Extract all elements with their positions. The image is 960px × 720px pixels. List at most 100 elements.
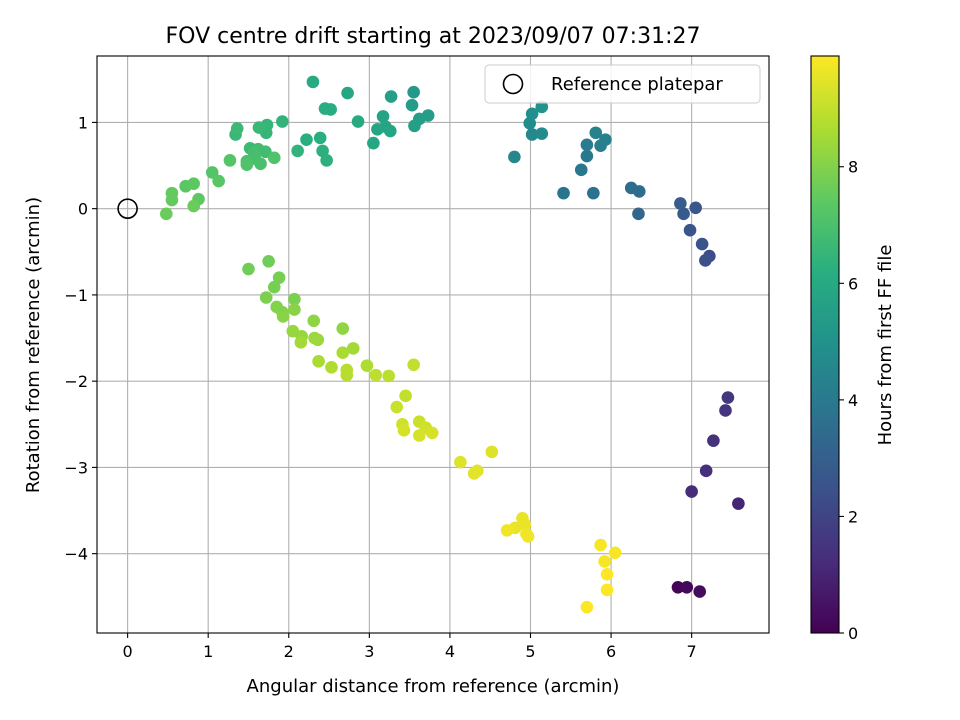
y-axis-label: Rotation from reference (arcmin) — [23, 197, 44, 493]
data-point — [407, 85, 420, 99]
data-point — [300, 133, 313, 146]
data-point — [695, 237, 709, 251]
data-point — [523, 116, 536, 130]
data-point — [384, 90, 398, 103]
data-point — [316, 144, 329, 158]
data-point — [535, 100, 549, 114]
colorbar-tick-label: 4 — [848, 391, 858, 410]
data-point — [624, 181, 638, 195]
data-point — [371, 123, 384, 136]
legend-marker — [502, 73, 524, 95]
data-point — [608, 546, 622, 560]
data-point — [589, 126, 603, 140]
data-point — [580, 600, 594, 614]
x-axis-label: Angular distance from reference (arcmin) — [247, 676, 620, 697]
data-points — [159, 75, 745, 614]
data-point — [376, 110, 390, 123]
data-point — [390, 400, 404, 414]
data-point — [557, 186, 570, 200]
legend: Reference platepar — [484, 64, 761, 104]
data-point — [267, 280, 281, 294]
data-point — [383, 124, 397, 138]
data-point — [267, 151, 281, 165]
data-point — [574, 163, 588, 177]
data-point — [594, 538, 607, 552]
data-point — [223, 154, 237, 167]
data-point — [276, 310, 290, 323]
data-point — [187, 177, 200, 190]
data-point — [288, 303, 301, 316]
data-point — [485, 445, 499, 459]
y-axis-ticks: 1 0 −1 −2 −3 −4 — [64, 113, 97, 564]
data-point — [272, 271, 286, 284]
data-point — [399, 389, 412, 403]
data-point — [341, 86, 354, 100]
colorbar-tick-label: 0 — [848, 624, 858, 643]
data-point — [587, 186, 600, 200]
data-point — [699, 254, 712, 267]
data-point — [719, 404, 732, 417]
data-point — [340, 368, 354, 382]
data-point — [230, 122, 244, 135]
y-tick-label: −4 — [64, 545, 88, 564]
colorbar: 0 2 4 6 8 Hours from first FF file — [810, 55, 896, 643]
x-tick-label: 4 — [445, 642, 455, 661]
plot-frame — [96, 55, 770, 634]
data-point — [205, 166, 219, 179]
data-point — [306, 75, 320, 89]
data-point — [707, 434, 720, 447]
data-point — [508, 150, 521, 164]
data-point — [187, 199, 200, 213]
data-point — [600, 568, 614, 581]
y-tick-label: −3 — [64, 458, 88, 477]
data-point — [632, 207, 645, 221]
data-point — [580, 138, 594, 152]
data-point — [351, 115, 365, 128]
data-point — [689, 201, 702, 215]
data-point — [325, 361, 338, 374]
data-point — [405, 98, 419, 112]
data-point — [500, 524, 514, 537]
grid — [97, 56, 769, 633]
data-point — [346, 342, 360, 355]
x-tick-label: 2 — [284, 642, 294, 661]
data-point — [732, 497, 745, 510]
data-point — [320, 154, 333, 167]
y-tick-label: −1 — [64, 286, 88, 305]
data-point — [680, 580, 694, 594]
colorbar-label: Hours from first FF file — [875, 245, 896, 446]
x-tick-label: 5 — [525, 642, 535, 661]
data-point — [291, 144, 304, 158]
y-tick-label: −2 — [64, 372, 88, 391]
data-point — [413, 429, 426, 442]
data-point — [535, 127, 549, 140]
data-point — [425, 426, 439, 440]
legend-box — [484, 64, 761, 104]
colorbar-tick-label: 6 — [848, 274, 858, 293]
data-point — [288, 292, 301, 306]
y-tick-label: 0 — [78, 200, 88, 219]
data-point — [580, 149, 594, 163]
data-point — [525, 128, 539, 141]
data-point — [259, 291, 273, 304]
data-point — [683, 223, 697, 237]
data-point — [598, 555, 611, 568]
data-point — [408, 119, 421, 133]
data-point — [674, 197, 687, 210]
data-point — [313, 131, 327, 145]
data-point — [600, 583, 614, 597]
data-point — [336, 322, 350, 335]
data-point — [254, 157, 267, 171]
legend-label: Reference platepar — [551, 74, 723, 95]
x-axis-ticks: 0 1 2 3 4 5 6 7 — [123, 633, 697, 661]
data-point — [407, 358, 420, 372]
x-tick-label: 7 — [687, 642, 697, 661]
data-point — [525, 107, 539, 121]
x-tick-label: 1 — [203, 642, 213, 661]
colorbar-ticks: 0 2 4 6 8 — [839, 158, 858, 643]
data-point — [159, 207, 173, 221]
x-tick-label: 0 — [123, 642, 133, 661]
data-point — [312, 355, 325, 368]
data-point — [336, 346, 350, 359]
